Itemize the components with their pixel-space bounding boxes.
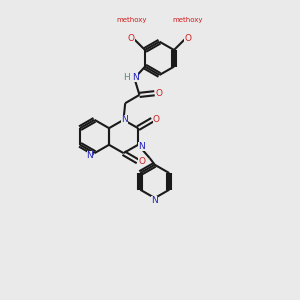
Text: O: O — [153, 116, 160, 124]
Text: O: O — [138, 157, 146, 166]
Text: O: O — [155, 89, 162, 98]
Text: methoxy: methoxy — [116, 17, 147, 23]
Text: N: N — [152, 196, 158, 205]
Text: N: N — [138, 142, 145, 151]
Text: N: N — [86, 151, 93, 160]
Text: O: O — [184, 34, 191, 43]
Text: N: N — [121, 115, 128, 124]
Text: methoxy: methoxy — [172, 17, 203, 23]
Text: H: H — [124, 73, 130, 82]
Text: O: O — [128, 34, 135, 43]
Text: N: N — [132, 73, 139, 82]
